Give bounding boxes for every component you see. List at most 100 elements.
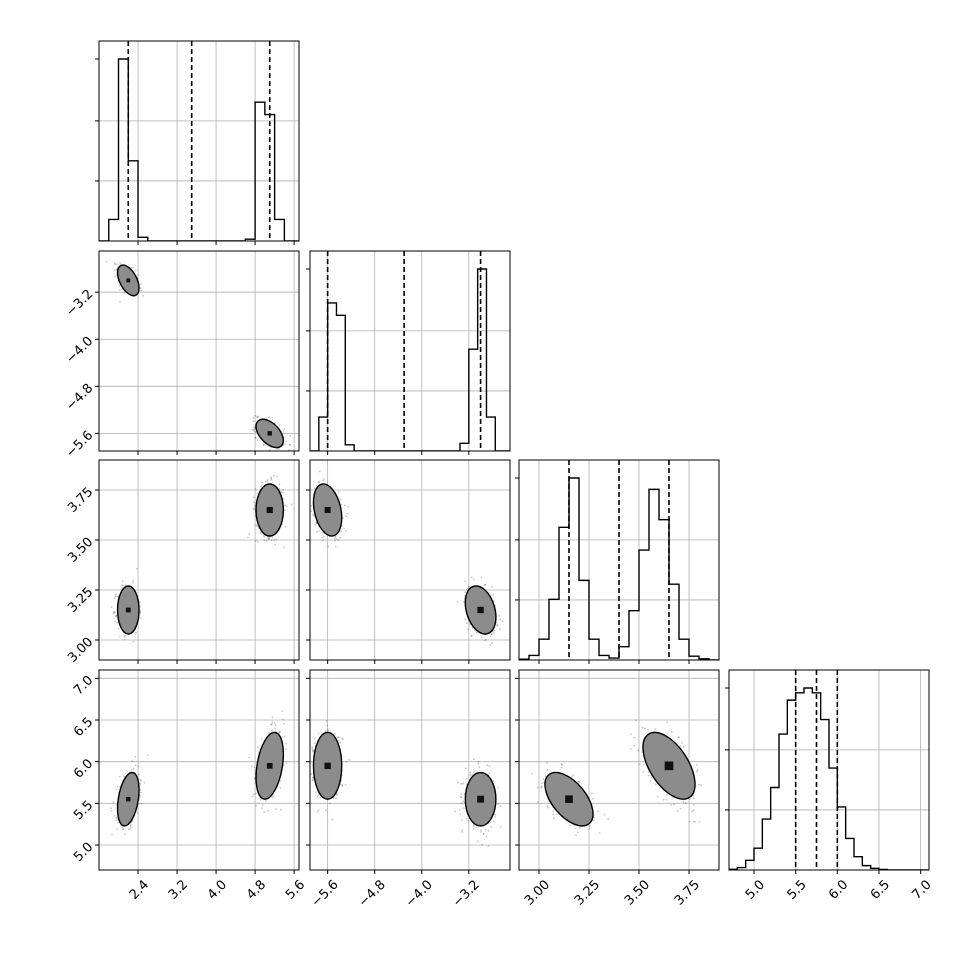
sample-point	[337, 739, 340, 742]
sample-point	[252, 507, 255, 510]
sample-point	[655, 783, 657, 786]
sample-point	[105, 260, 108, 263]
sample-point	[577, 780, 580, 783]
sample-point	[119, 775, 121, 778]
histogram-step-line	[729, 687, 929, 870]
sample-point	[568, 824, 571, 827]
sample-point	[317, 481, 320, 484]
sample-point	[252, 420, 255, 423]
sample-point	[132, 768, 135, 770]
sample-point	[136, 567, 139, 570]
sample-point	[281, 710, 284, 712]
sample-point	[278, 424, 281, 426]
sample-point	[119, 262, 122, 265]
sample-point	[259, 531, 262, 534]
sample-point	[279, 780, 282, 782]
x-tick-label: 4.0	[205, 877, 230, 902]
sample-point	[271, 536, 274, 539]
sample-point	[143, 781, 146, 784]
sample-point	[491, 586, 493, 588]
sample-point	[289, 443, 292, 446]
sample-point	[341, 784, 344, 787]
sample-point	[336, 793, 338, 795]
sample-point	[139, 601, 142, 604]
sample-point	[460, 782, 463, 785]
sample-point	[284, 509, 286, 512]
sample-point	[283, 443, 286, 446]
sample-point	[117, 821, 119, 824]
density-peak	[477, 795, 485, 803]
sample-point	[254, 792, 257, 795]
sample-point	[343, 527, 345, 530]
sample-point	[256, 525, 258, 528]
sample-point	[256, 540, 259, 543]
sample-point	[469, 774, 472, 777]
sample-point	[337, 736, 340, 739]
x-tick-label: 5.5	[784, 877, 809, 902]
sample-point	[279, 787, 282, 789]
sample-point	[464, 767, 467, 770]
sample-point	[635, 719, 637, 722]
density-peak	[324, 507, 331, 513]
sample-point	[117, 627, 120, 630]
sample-point	[536, 786, 539, 789]
sample-point	[280, 808, 282, 811]
sample-point	[111, 833, 113, 836]
sample-point	[267, 538, 270, 541]
sample-point	[137, 274, 140, 276]
sample-point	[461, 831, 464, 833]
sample-point	[130, 768, 133, 771]
sample-point	[335, 794, 338, 796]
sample-point	[270, 723, 273, 726]
sample-point	[123, 292, 126, 294]
sample-point	[552, 810, 555, 813]
sample-point	[115, 788, 118, 791]
y-tick-label: 6.0	[71, 756, 96, 781]
y-tick-label: 3.00	[65, 635, 96, 666]
sample-point	[113, 610, 115, 613]
sample-point	[314, 737, 316, 740]
sample-point	[121, 826, 124, 829]
sample-point	[282, 491, 284, 494]
sample-point	[484, 584, 487, 586]
sample-point	[498, 614, 501, 617]
sample-point	[692, 820, 695, 823]
sample-point	[682, 745, 685, 748]
x-tick-label: 4.8	[244, 877, 269, 902]
sample-point	[256, 492, 259, 495]
sample-point	[541, 782, 543, 785]
sample-point	[492, 820, 495, 823]
sample-point	[118, 635, 121, 638]
sample-point	[679, 745, 682, 747]
sample-point	[457, 781, 459, 784]
sample-point	[134, 755, 137, 758]
sample-point	[540, 785, 543, 788]
sample-point	[118, 285, 121, 287]
sample-point	[485, 835, 488, 838]
sample-point	[688, 798, 691, 800]
sample-point	[313, 742, 316, 744]
sample-point	[665, 798, 668, 801]
sample-point	[345, 515, 347, 517]
sample-point	[493, 632, 495, 634]
x-tick-label: 3.25	[572, 877, 603, 908]
sample-point	[322, 539, 324, 542]
sample-point	[131, 581, 134, 584]
sample-point	[540, 786, 543, 789]
sample-point	[561, 763, 563, 766]
sample-point	[123, 775, 125, 778]
sample-point	[274, 727, 277, 730]
x-tick-label: −4.8	[356, 877, 389, 910]
sample-point	[138, 765, 140, 768]
sample-point	[257, 746, 259, 748]
x-tick-label: 6.5	[868, 877, 893, 902]
sample-point	[114, 611, 117, 613]
sample-point	[484, 829, 487, 831]
sample-point	[467, 819, 470, 822]
sample-point	[465, 778, 468, 780]
sample-point	[337, 539, 340, 541]
sample-point	[121, 580, 124, 583]
sample-point	[570, 776, 573, 778]
sample-point	[254, 414, 257, 417]
sample-point	[481, 844, 484, 846]
